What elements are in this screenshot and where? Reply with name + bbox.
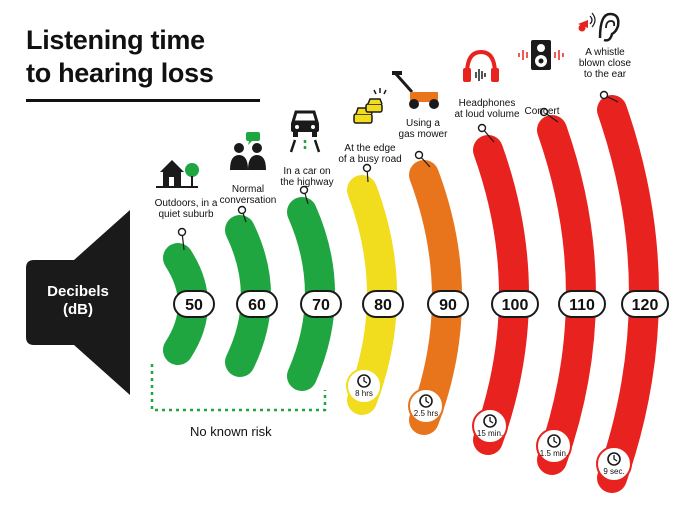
source-label-90: Using a gas mower: [398, 118, 448, 140]
lawn-mower-icon: [392, 71, 439, 109]
connector-dot: [599, 90, 609, 100]
no-risk-label: No known risk: [190, 424, 272, 439]
whistle-ear-icon: [578, 12, 620, 42]
exposure-time: 9 sec.: [603, 467, 624, 476]
exposure-time: 8 hrs: [355, 389, 373, 398]
exposure-time: 2.5 hrs: [414, 409, 438, 418]
car-icon: [289, 110, 321, 153]
level-110-group: 110 1.5 min.: [536, 107, 606, 475]
exposure-time: 15 min.: [477, 429, 503, 438]
time-badge-90: [408, 388, 444, 424]
source-label-80: At the edge of a busy road: [338, 143, 402, 165]
clock-icon: [547, 434, 561, 448]
speaker-icon-shape: [26, 210, 130, 395]
level-80-group: 80 8 hrs: [346, 163, 404, 415]
house-icon: [156, 160, 199, 188]
db-value: 90: [439, 297, 457, 314]
clock-icon: [419, 394, 433, 408]
db-value: 50: [185, 297, 203, 314]
db-value: 80: [374, 297, 392, 314]
db-value: 120: [632, 297, 659, 314]
clock-hands: [613, 455, 618, 462]
level-60-group: 60: [225, 205, 278, 377]
time-badge-120: [596, 446, 632, 482]
traffic-icon: [353, 88, 387, 124]
clock-icon: [483, 414, 497, 428]
source-label-70: In a car on the highway: [280, 166, 334, 188]
db-pill-80: [362, 290, 404, 318]
clock-icon: [357, 374, 371, 388]
db-pill-60: [236, 290, 278, 318]
title-underline: [26, 99, 260, 102]
source-label-50: Outdoors, in a quiet suburb: [154, 198, 218, 220]
db-pill-120: [621, 290, 669, 318]
db-pill-90: [427, 290, 469, 318]
db-pill-100: [491, 290, 539, 318]
clock-hands: [489, 417, 494, 424]
connector-dot: [362, 163, 372, 173]
headphones-icon: [463, 49, 499, 82]
conversation-icon: [230, 132, 266, 170]
db-value: 60: [248, 297, 266, 314]
time-badge-110: [536, 428, 572, 464]
time-badge-80: [346, 368, 382, 404]
clock-hands: [363, 377, 368, 384]
connector-dot: [539, 107, 549, 117]
source-label-60: Normal conversation: [219, 184, 277, 206]
db-value: 100: [502, 297, 529, 314]
level-70-group: 70: [287, 185, 342, 391]
db-value: 110: [569, 297, 595, 314]
exposure-time: 1.5 min.: [540, 449, 568, 458]
connector-dot: [299, 185, 309, 195]
source-label-120: A whistle blown close to the ear: [578, 47, 632, 80]
time-badge-100: [472, 408, 508, 444]
page-title: Listening time to hearing loss: [26, 25, 214, 88]
clock-icon: [607, 452, 621, 466]
connector-dot: [414, 150, 424, 160]
speaker-label: Decibels (dB): [47, 283, 109, 318]
db-value: 70: [312, 297, 330, 314]
connector-dot: [237, 205, 247, 215]
speaker-icon: [518, 40, 564, 70]
level-90-group: 90 2.5 hrs: [408, 150, 469, 435]
source-label-110: Concert: [524, 106, 560, 117]
source-label-100: Headphones at loud volume: [454, 98, 520, 120]
db-pill-50: [173, 290, 215, 318]
clock-hands: [553, 437, 558, 444]
level-100-group: 100 15 min.: [472, 123, 539, 455]
connector-dot: [477, 123, 487, 133]
no-risk-bracket: [150, 364, 327, 412]
clock-hands: [425, 397, 430, 404]
db-pill-70: [300, 290, 342, 318]
level-120-group: 120 9 sec.: [596, 90, 669, 493]
level-50-group: 50: [163, 227, 215, 365]
db-pill-110: [558, 290, 606, 318]
connector-dot: [177, 227, 187, 237]
